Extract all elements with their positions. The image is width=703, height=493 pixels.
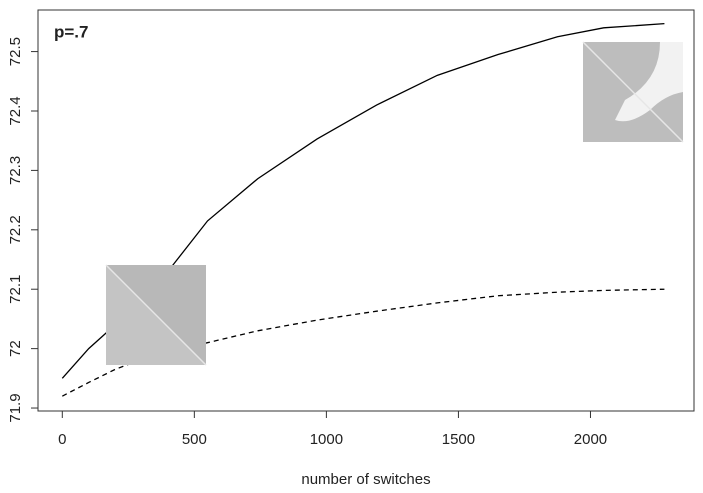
y-tick-label: 72.4 xyxy=(7,96,24,125)
x-tick-label: 1500 xyxy=(442,431,475,448)
x-tick-label: 1000 xyxy=(310,431,343,448)
y-tick-label: 72 xyxy=(7,340,24,357)
line xyxy=(61,288,665,397)
x-tick-label: 2000 xyxy=(574,431,607,448)
y-tick-label: 71.9 xyxy=(7,393,24,422)
x-tick-label: 0 xyxy=(58,431,66,448)
insets xyxy=(105,41,684,366)
inset-diagonal xyxy=(105,264,207,366)
inset-diagonal xyxy=(582,41,684,143)
y-tick-label: 72.2 xyxy=(7,215,24,244)
plot-frame xyxy=(37,9,695,412)
y-tick-label: 72.5 xyxy=(7,37,24,66)
y-tick-label: 72.3 xyxy=(7,156,24,185)
annotation: p=.7 xyxy=(54,22,89,41)
x-axis-label: number of switches xyxy=(301,471,430,488)
y-tick-label: 72.1 xyxy=(7,275,24,304)
x-tick-label: 500 xyxy=(182,431,207,448)
